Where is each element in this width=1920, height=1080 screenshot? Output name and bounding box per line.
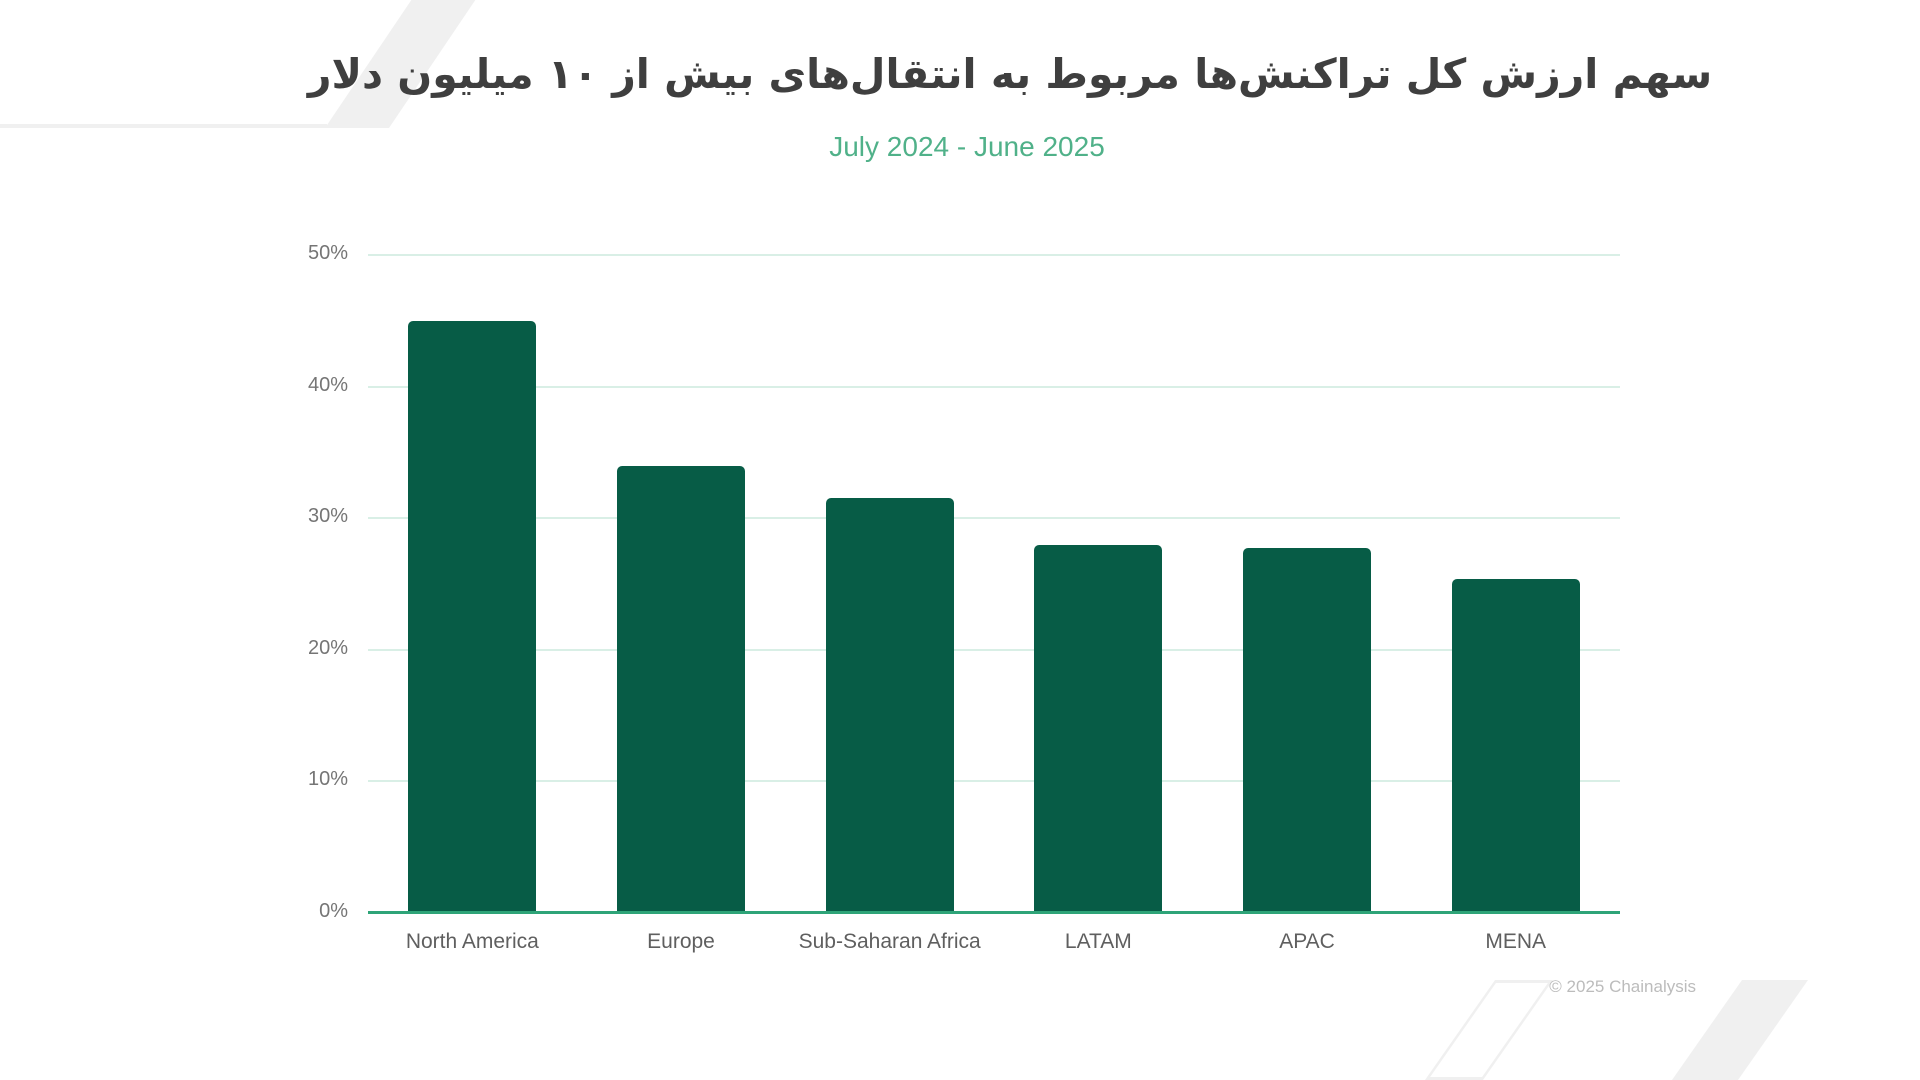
bar-europe [617,465,745,913]
gridline-10 [368,780,1620,783]
gridline-50 [368,254,1620,256]
bar-band [785,498,994,913]
bar-band [1203,548,1412,913]
bar-chart-plot-area: 0% 10% 20% 30% 40% 50% [308,242,1620,922]
y-axis-tick-label: 20% [307,636,348,659]
x-axis-label-apac: APAC [1279,930,1335,953]
y-axis-tick-label: 40% [307,373,348,396]
x-axis-label-mena: MENA [1485,930,1547,953]
bar-band [994,544,1203,913]
y-axis-tick-label: 10% [307,768,348,791]
x-axis-baseline [368,911,1620,914]
bar-band [577,465,786,913]
bar-sub-saharan-africa [825,498,954,913]
bar-apac [1243,548,1372,913]
y-axis-tick-label: 30% [307,505,348,528]
y-axis-tick-label: 0% [319,900,348,922]
gridline-40 [368,385,1620,388]
chart-title: سهم ارزش کل تراکنش‌ها مربوط به انتقال‌ها… [307,50,1713,98]
bar-mena [1451,578,1580,913]
gridline-20 [368,648,1620,651]
bar-band [1411,578,1620,913]
x-axis-labels: North America Europe Sub-Saharan Africa LAT… [368,930,1620,954]
x-axis-label-latam: LATAM [1064,930,1132,953]
x-axis-label-europe: Europe [647,930,715,953]
y-axis-tick-label: 50% [307,242,348,264]
bar-latam [1034,544,1163,913]
bar-band [368,320,577,913]
bar-series [368,255,1620,913]
copyright-note: © 2025 Chainalysis [1549,977,1696,996]
bar-north-america [408,320,537,913]
bottom-right-diagonal-outline [1425,980,1554,1080]
x-axis-label-north-america: North America [405,930,539,953]
gridline-30 [368,517,1620,520]
top-left-divider-line [0,124,327,128]
x-axis-label-sub-saharan-africa: Sub-Saharan Africa [798,930,981,953]
chart-subtitle: July 2024 - June 2025 [829,131,1105,162]
